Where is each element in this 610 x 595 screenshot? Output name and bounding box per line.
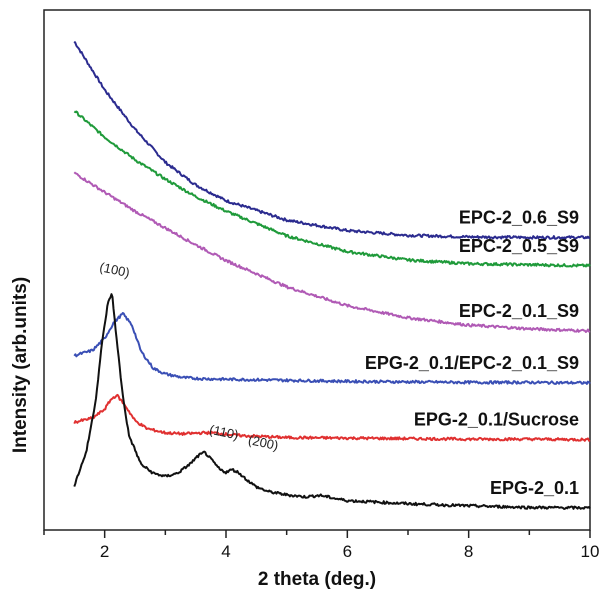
series-label-5: EPG-2_0.1 (490, 478, 579, 498)
series-line-4 (73, 393, 591, 442)
x-tick-label: 6 (343, 542, 352, 561)
x-axis: 2 4 6 8 10 (43, 530, 600, 561)
series-label-0: EPC-2_0.6_S9 (459, 207, 579, 227)
x-tick-label: 2 (100, 542, 109, 561)
peak-annotation: (100) (98, 259, 131, 280)
x-tick-label: 8 (464, 542, 473, 561)
peak-annotations: (100) (110) (200) (98, 259, 279, 453)
series-label-2: EPC-2_0.1_S9 (459, 301, 579, 321)
series-label-3: EPG-2_0.1/EPC-2_0.1_S9 (365, 353, 579, 373)
series-layer (73, 40, 591, 510)
series-labels: EPC-2_0.6_S9 EPC-2_0.5_S9 EPC-2_0.1_S9 EPG-… (365, 207, 579, 498)
y-axis-label: Intensity (arb.units) (10, 277, 31, 453)
peak-annotation: (110) (208, 422, 240, 443)
series-line-1 (73, 110, 591, 268)
peak-annotation: (200) (247, 432, 280, 453)
x-tick-label: 4 (221, 542, 230, 561)
series-label-4: EPG-2_0.1/Sucrose (414, 410, 579, 430)
series-line-0 (73, 40, 591, 240)
series-line-3 (73, 312, 591, 385)
plot-frame (43, 9, 591, 531)
series-label-1: EPC-2_0.5_S9 (459, 236, 579, 256)
x-axis-label: 2 theta (deg.) (258, 569, 376, 590)
series-line-2 (73, 171, 591, 333)
x-tick-label: 10 (581, 542, 600, 561)
series-line-5 (73, 293, 591, 510)
